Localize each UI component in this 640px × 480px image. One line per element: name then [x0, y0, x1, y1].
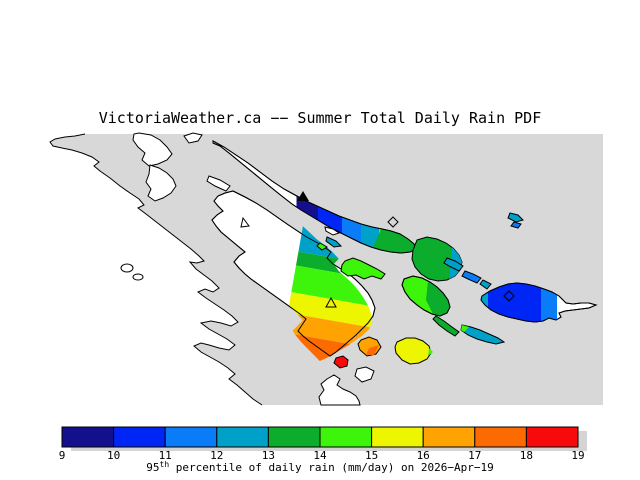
colorbar-segment [61, 426, 115, 448]
colorbar-segments [61, 426, 579, 448]
rain-band [426, 281, 450, 316]
colorbar-segment [371, 426, 424, 448]
rain-band [461, 325, 469, 332]
island [324, 226, 341, 236]
island [183, 132, 203, 144]
station-marker-triangle [297, 191, 309, 201]
island-outline [480, 282, 598, 323]
colorbar-tick: 13 [262, 449, 275, 462]
island [443, 257, 464, 272]
colorbar-ticks: 9 10 11 12 13 14 15 16 17 18 19 [59, 449, 585, 462]
island [432, 315, 460, 337]
colorbar-tick: 16 [417, 449, 430, 462]
colorbar-tick: 17 [468, 449, 481, 462]
caption-rest: percentile of daily rain (mm/day) on 202… [169, 461, 494, 474]
caption-base: 95 [146, 461, 159, 474]
colorbar-tick: 12 [210, 449, 223, 462]
lake [240, 216, 250, 228]
lake [120, 263, 134, 273]
map-title: VictoriaWeather.ca −− Summer Total Daily… [99, 109, 542, 127]
rain-band [428, 348, 433, 356]
colorbar-tick: 15 [365, 449, 378, 462]
island [460, 324, 506, 345]
colorbar-segment [474, 426, 527, 448]
island [325, 236, 343, 248]
map-canvas [49, 132, 603, 406]
island [479, 279, 492, 290]
island [145, 164, 177, 202]
colorbar-segment [113, 426, 166, 448]
island [206, 175, 231, 192]
island [461, 270, 482, 284]
island [318, 374, 361, 406]
colorbar-segment [216, 426, 269, 448]
island [394, 337, 432, 365]
colorbar-segment [525, 426, 579, 448]
island-outline [212, 140, 418, 254]
station-marker-diamond [503, 290, 515, 302]
station-marker-triangle [325, 296, 337, 308]
rain-band [366, 345, 379, 355]
island [354, 366, 375, 383]
colorbar-tick: 9 [59, 449, 66, 462]
island [132, 132, 173, 167]
colorbar-tick: 10 [107, 449, 120, 462]
colorbar: 9 10 11 12 13 14 15 16 17 18 19 95th per… [59, 426, 587, 474]
island-outline [211, 190, 376, 357]
station-marker-diamond [387, 216, 399, 228]
coastline [49, 133, 263, 406]
caption-superscript: th [160, 460, 170, 469]
colorbar-tick: 19 [571, 449, 584, 462]
colorbar-segment [319, 426, 373, 448]
lake [132, 273, 144, 281]
colorbar-tick: 18 [520, 449, 533, 462]
island [316, 242, 328, 251]
colorbar-tick: 14 [313, 449, 327, 462]
colorbar-segment [164, 426, 218, 448]
island [507, 212, 524, 223]
island [333, 355, 349, 369]
island-outline [401, 275, 451, 317]
island [340, 257, 386, 280]
island [510, 221, 522, 229]
colorbar-tick: 11 [159, 449, 172, 462]
colorbar-segment [422, 426, 476, 448]
colorbar-segment [267, 426, 321, 448]
colorbar-caption: 95th percentile of daily rain (mm/day) o… [146, 460, 493, 474]
